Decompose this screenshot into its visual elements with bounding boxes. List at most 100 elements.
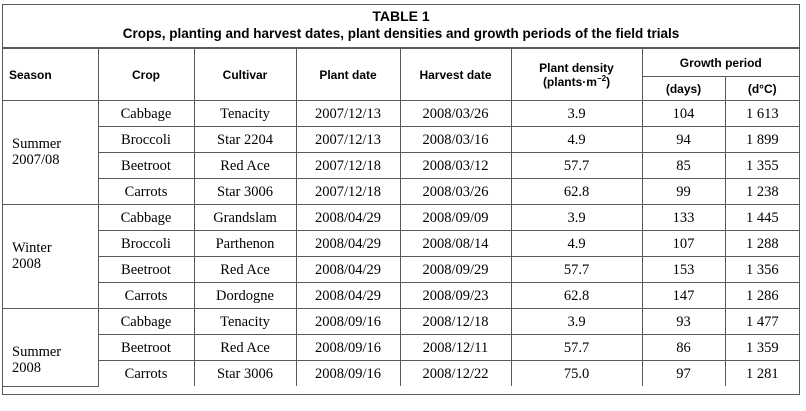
cell-days: 94: [641, 126, 726, 153]
cell-harvest-date: 2008/03/16: [399, 126, 512, 153]
cell-plant-density: 57.7: [510, 334, 643, 361]
header-plant-density: Plant density (plants·m−2): [510, 48, 643, 101]
cell-crop: Carrots: [98, 282, 195, 309]
cell-cultivar: Tenacity: [193, 308, 297, 335]
cell-crop: Broccoli: [98, 126, 195, 153]
cell-cultivar: Star 2204: [193, 126, 297, 153]
cell-plant-density: 62.8: [510, 178, 643, 205]
cell-harvest-date: 2008/03/12: [399, 152, 512, 179]
cell-degree-days: 1 286: [724, 282, 799, 309]
cell-plant-date: 2007/12/13: [295, 100, 401, 127]
season-label-line1: Summer: [12, 136, 62, 152]
table-frame: TABLE 1 Crops, planting and harvest date…: [2, 4, 800, 395]
cell-crop: Carrots: [98, 178, 195, 205]
table-title: Crops, planting and harvest dates, plant…: [122, 26, 680, 41]
cell-degree-days: 1 356: [724, 256, 799, 283]
table-row: Beetroot Red Ace 2007/12/18 2008/03/12 57.7 8…: [3, 152, 799, 179]
cell-harvest-date: 2008/09/09: [399, 204, 512, 231]
header-growth-period: Growth period: [641, 48, 799, 77]
cell-plant-density: 3.9: [510, 100, 643, 127]
cell-crop: Broccoli: [98, 230, 195, 257]
header-crop: Crop: [97, 48, 195, 101]
header-season: Season: [3, 48, 99, 101]
cell-harvest-date: 2008/12/11: [399, 334, 512, 361]
cell-days: 97: [641, 360, 726, 386]
cell-crop: Beetroot: [98, 256, 195, 283]
header-cultivar: Cultivar: [193, 48, 297, 101]
cell-harvest-date: 2008/03/26: [399, 178, 512, 205]
season-label-line2: 2007/08: [12, 152, 60, 168]
cell-cultivar: Star 3006: [193, 178, 297, 205]
cell-plant-date: 2008/04/29: [295, 230, 401, 257]
season-label-line2: 2008: [12, 360, 41, 376]
cell-days: 147: [641, 282, 726, 309]
cell-plant-date: 2008/04/29: [295, 256, 401, 283]
cell-harvest-date: 2008/12/22: [399, 360, 512, 386]
table-row: Beetroot Red Ace 2008/04/29 2008/09/29 57.7 1…: [3, 256, 799, 283]
cell-degree-days: 1 477: [724, 308, 799, 335]
cell-cultivar: Parthenon: [193, 230, 297, 257]
cell-degree-days: 1 355: [724, 152, 799, 179]
cell-crop: Carrots: [98, 360, 195, 386]
table-row: Carrots Star 3006 2007/12/18 2008/03/26 62.8…: [3, 178, 799, 205]
table-row: Broccoli Star 2204 2007/12/13 2008/03/16 4.9…: [3, 126, 799, 153]
cell-degree-days: 1 238: [724, 178, 799, 205]
cell-plant-date: 2008/09/16: [295, 360, 401, 386]
cell-cultivar: Star 3006: [193, 360, 297, 386]
cell-crop: Cabbage: [97, 100, 195, 127]
cell-harvest-date: 2008/12/18: [399, 308, 512, 335]
cell-plant-date: 2007/12/18: [295, 178, 401, 205]
table-number: TABLE 1: [372, 8, 430, 24]
header-degree-days: (d°C): [724, 76, 799, 101]
cell-days: 107: [641, 230, 726, 257]
table-row: Carrots Dordogne 2008/04/29 2008/09/23 62.8 1…: [3, 282, 799, 309]
cell-plant-density: 3.9: [510, 204, 643, 231]
cell-degree-days: 1 359: [724, 334, 799, 361]
cell-harvest-date: 2008/09/29: [399, 256, 512, 283]
table-row: Winter 2008 Cabbage Grandslam 2008/04/29 2008…: [3, 204, 799, 309]
cell-plant-date: 2007/12/13: [295, 126, 401, 153]
field-trials-table: Season Crop Cultivar Plant date Harvest …: [3, 48, 799, 387]
cell-days: 133: [641, 204, 726, 231]
cell-season: Summer 2007/08: [3, 100, 99, 205]
cell-plant-date: 2008/09/16: [295, 308, 401, 335]
header-plant-density-unit: (plants·m−2): [542, 73, 611, 89]
cell-crop: Beetroot: [98, 334, 195, 361]
cell-cultivar: Tenacity: [193, 100, 297, 127]
season-label-line2: 2008: [12, 256, 41, 272]
table-row: Broccoli Parthenon 2008/04/29 2008/08/14 4.9…: [3, 230, 799, 257]
season-label-line1: Summer: [12, 344, 62, 360]
header-plant-density-label: Plant density: [539, 60, 614, 75]
cell-harvest-date: 2008/08/14: [399, 230, 512, 257]
cell-plant-date: 2008/09/16: [295, 334, 401, 361]
table-caption: TABLE 1 Crops, planting and harvest date…: [3, 5, 799, 48]
season-label-line1: Winter: [12, 240, 52, 256]
cell-plant-density: 57.7: [510, 152, 643, 179]
cell-days: 153: [641, 256, 726, 283]
cell-crop: Cabbage: [97, 204, 195, 231]
cell-cultivar: Grandslam: [193, 204, 297, 231]
cell-plant-date: 2008/04/29: [295, 204, 401, 231]
table-body: Summer 2007/08 Cabbage Tenacity 2007/12/13 20…: [3, 100, 799, 387]
cell-plant-density: 4.9: [510, 230, 643, 257]
cell-cultivar: Red Ace: [193, 334, 297, 361]
header-plant-date: Plant date: [295, 48, 401, 101]
cell-plant-density: 3.9: [510, 308, 643, 335]
cell-crop: Beetroot: [98, 152, 195, 179]
cell-plant-density: 62.8: [510, 282, 643, 309]
cell-plant-density: 4.9: [510, 126, 643, 153]
cell-season: Summer 2008: [3, 308, 99, 387]
cell-plant-date: 2008/04/29: [295, 282, 401, 309]
cell-harvest-date: 2008/03/26: [399, 100, 512, 127]
table-row: Summer 2008 Cabbage Tenacity 2008/09/16 2008/…: [3, 308, 799, 387]
cell-days: 93: [641, 308, 726, 335]
table-row: Beetroot Red Ace 2008/09/16 2008/12/11 57.7 8…: [3, 334, 799, 361]
cell-cultivar: Red Ace: [193, 256, 297, 283]
cell-days: 104: [641, 100, 726, 127]
cell-plant-date: 2007/12/18: [295, 152, 401, 179]
cell-degree-days: 1 445: [724, 204, 799, 231]
cell-degree-days: 1 899: [724, 126, 799, 153]
cell-harvest-date: 2008/09/23: [399, 282, 512, 309]
cell-degree-days: 1 288: [724, 230, 799, 257]
cell-days: 85: [641, 152, 726, 179]
